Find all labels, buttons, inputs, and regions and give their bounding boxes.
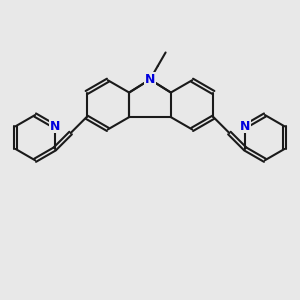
- Text: N: N: [50, 120, 60, 133]
- Text: N: N: [145, 73, 155, 86]
- Text: N: N: [240, 120, 250, 133]
